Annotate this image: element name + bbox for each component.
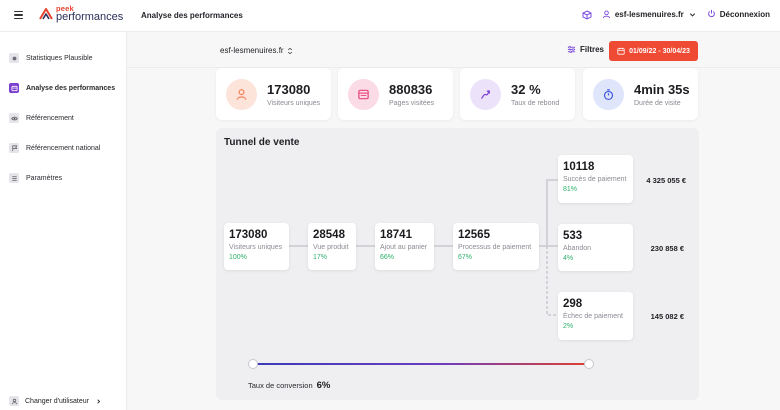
funnel-percent: 2%: [563, 323, 574, 330]
funnel-step-product-view: 28548 Vue produit 17%: [308, 223, 356, 270]
kpi-value: 880836: [389, 81, 433, 97]
filter-icon: [567, 45, 576, 54]
funnel-percent: 17%: [313, 254, 328, 261]
funnel-outcome-payment-success: 10118 Succès de paiement 81%: [558, 155, 633, 203]
page-title: Analyse des performances: [141, 11, 243, 20]
site-select[interactable]: esf-lesmenuires.fr: [220, 46, 293, 55]
funnel-step-visitors: 173080 Visiteurs uniques 100%: [224, 223, 289, 270]
logo-line1: peek: [56, 4, 74, 13]
kpi-label: Taux de rebond: [511, 99, 560, 107]
funnel-label: Succès de paiement: [563, 176, 627, 183]
funnel-label: Vue produit: [313, 244, 349, 251]
site-select-value: esf-lesmenuires.fr: [220, 46, 284, 55]
funnel-percent: 67%: [458, 254, 473, 261]
funnel-value: 12565: [458, 229, 490, 241]
conversion-value: 6%: [316, 380, 331, 391]
kpi-value: 4min 35s: [634, 81, 690, 97]
range-handle-start[interactable]: [248, 359, 258, 369]
users-icon: [9, 396, 19, 406]
sidebar: Statistiques Plausible Analyse des perfo…: [0, 32, 127, 410]
funnel-outcome-payment-failure: 298 Échec de paiement 2%: [558, 292, 633, 340]
sidebar-item-label: Référencement national: [26, 144, 101, 152]
eye-icon: [9, 113, 19, 123]
funnel-percent: 81%: [563, 186, 578, 193]
funnel-amount: 4 325 055 €: [646, 176, 686, 185]
sidebar-item-analyse-des-performances[interactable]: Analyse des performances: [5, 79, 121, 97]
sidebar-item-parametres[interactable]: Paramètres: [5, 169, 121, 187]
kpi-label: Durée de visite: [634, 99, 681, 107]
calendar-icon: [617, 47, 625, 55]
user-menu[interactable]: esf-lesmenuires.fr: [602, 10, 697, 19]
logout-button[interactable]: Déconnexion: [707, 9, 770, 20]
funnel-label: Processus de paiement: [458, 244, 532, 251]
conversion-range-track[interactable]: [253, 363, 589, 365]
range-handle-end[interactable]: [584, 359, 594, 369]
logo-line2: performances: [56, 10, 124, 23]
user-icon: [602, 10, 610, 19]
sidebar-item-label: Statistiques Plausible: [26, 54, 93, 62]
kpi-card-duration: 4min 35s Durée de visite: [583, 68, 698, 120]
sidebar-item-label: Analyse des performances: [26, 84, 116, 92]
funnel-label: Abandon: [563, 245, 592, 252]
kpi-label: Visiteurs uniques: [267, 99, 321, 107]
funnel-label: Ajout au panier: [380, 244, 428, 251]
cube-icon[interactable]: [582, 9, 592, 20]
funnel-step-add-to-cart: 18741 Ajout au panier 66%: [375, 223, 434, 270]
user-name: esf-lesmenuires.fr: [614, 10, 684, 19]
funnel-label: Échec de paiement: [563, 313, 623, 320]
circle-icon: [9, 53, 19, 63]
funnel-percent: 66%: [380, 254, 395, 261]
sidebar-item-label: Paramètres: [26, 174, 63, 182]
bounce-arrow-icon: [481, 89, 491, 99]
funnel-label: Visiteurs uniques: [229, 244, 283, 251]
funnel-value: 533: [563, 230, 583, 242]
kpi-card-visitors: 173080 Visiteurs uniques: [216, 68, 331, 120]
logout-label: Déconnexion: [719, 10, 770, 19]
power-icon: [707, 9, 716, 20]
chart-card-icon: [9, 83, 19, 93]
kpi-card-pages: 880836 Pages visitées: [338, 68, 453, 120]
sliders-icon: [9, 173, 19, 183]
funnel-outcome-abandon: 533 Abandon 4%: [558, 224, 633, 271]
funnel-percent: 100%: [229, 254, 247, 261]
funnel-value: 298: [563, 298, 583, 310]
filters-label: Filtres: [580, 45, 605, 54]
sidebar-item-statistiques-plausible[interactable]: Statistiques Plausible: [5, 49, 121, 67]
funnel-amount: 145 082 €: [650, 312, 684, 321]
kpi-label: Pages visitées: [389, 99, 435, 107]
conversion-label: Taux de conversion: [248, 381, 313, 390]
funnel-step-payment-process: 12565 Processus de paiement 67%: [453, 223, 539, 270]
funnel-amount: 230 858 €: [650, 244, 684, 253]
logo-mark-icon: [39, 7, 53, 20]
sidebar-item-referencement[interactable]: Référencement: [5, 109, 121, 127]
stopwatch-icon: [603, 88, 614, 100]
funnel-value: 18741: [380, 229, 412, 241]
funnel-percent: 4%: [563, 255, 574, 262]
browser-icon: [358, 89, 369, 99]
conversion-rate: Taux de conversion 6%: [248, 380, 330, 391]
date-range-value: 01/09/22 - 30/04/23: [629, 47, 690, 55]
kpi-card-bounce: 32 % Taux de rebond: [460, 68, 575, 120]
divider: [127, 67, 780, 68]
user-icon: [236, 88, 247, 100]
chevron-right-icon: [97, 398, 101, 404]
logo[interactable]: peek performances: [38, 5, 123, 23]
chevron-updown-icon: [287, 47, 292, 54]
sidebar-item-label: Référencement: [26, 114, 74, 122]
flag-icon: [9, 143, 19, 153]
switch-user-label: Changer d'utilisateur: [25, 397, 89, 405]
funnel-value: 173080: [229, 229, 268, 241]
sidebar-item-referencement-national[interactable]: Référencement national: [5, 139, 121, 157]
funnel-title: Tunnel de vente: [224, 137, 300, 148]
chevron-down-icon: [689, 13, 695, 17]
switch-user-button[interactable]: Changer d'utilisateur: [5, 394, 102, 408]
date-range-button[interactable]: 01/09/22 - 30/04/23: [609, 41, 698, 61]
top-bar: peek performances Analyse des performanc…: [0, 0, 780, 32]
menu-icon[interactable]: [14, 11, 23, 19]
filters-button[interactable]: Filtres: [567, 45, 604, 54]
funnel-value: 10118: [563, 161, 595, 173]
kpi-value: 32 %: [511, 81, 541, 97]
kpi-value: 173080: [267, 81, 311, 97]
funnel-value: 28548: [313, 229, 345, 241]
